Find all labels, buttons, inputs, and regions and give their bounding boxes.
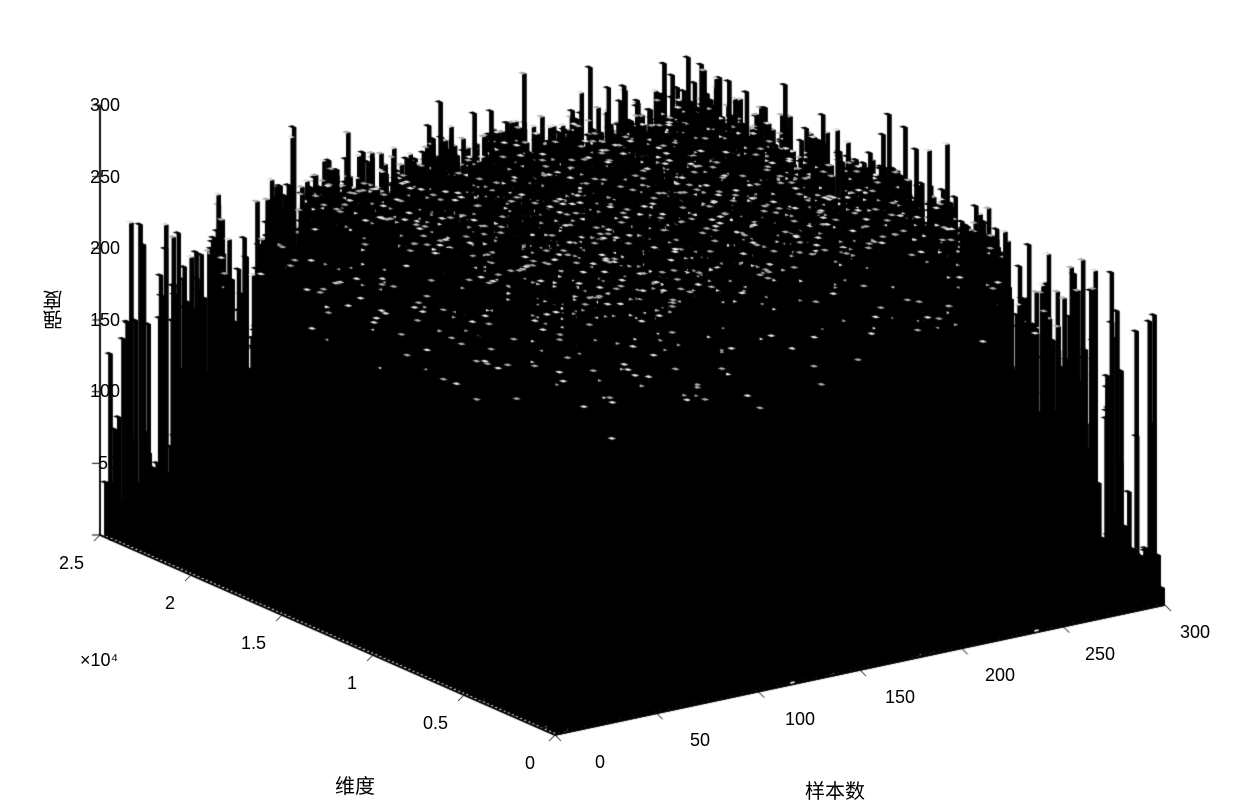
x-tick-50: 50 bbox=[690, 730, 710, 751]
x-tick-100: 100 bbox=[785, 709, 815, 730]
z-tick-150: 150 bbox=[70, 310, 120, 331]
y-tick-25: 2.5 bbox=[59, 553, 84, 574]
surface-canvas bbox=[0, 0, 1240, 810]
z-tick-50: 50 bbox=[78, 453, 118, 474]
x-tick-200: 200 bbox=[985, 665, 1015, 686]
y-tick-2: 2 bbox=[165, 593, 175, 614]
y-tick-1: 1 bbox=[347, 673, 357, 694]
chart-container: 强度 维度 ×10⁴ 样本数 0 50 100 150 200 250 300 … bbox=[0, 0, 1240, 810]
z-tick-200: 200 bbox=[70, 238, 120, 259]
y-tick-15: 1.5 bbox=[241, 633, 266, 654]
x-tick-0: 0 bbox=[595, 752, 605, 773]
x-tick-250: 250 bbox=[1085, 644, 1115, 665]
x-tick-300: 300 bbox=[1180, 622, 1210, 643]
x-axis-label: 样本数 bbox=[805, 775, 865, 804]
z-tick-0: 0 bbox=[87, 525, 117, 546]
z-tick-300: 300 bbox=[70, 95, 120, 116]
z-tick-250: 250 bbox=[70, 167, 120, 188]
y-tick-0: 0 bbox=[525, 753, 535, 774]
y-axis-multiplier: ×10⁴ bbox=[80, 650, 118, 671]
z-axis-label: 强度 bbox=[40, 290, 69, 330]
z-tick-100: 100 bbox=[70, 381, 120, 402]
x-tick-150: 150 bbox=[885, 687, 915, 708]
y-tick-05: 0.5 bbox=[423, 713, 448, 734]
y-axis-label: 维度 bbox=[335, 770, 375, 799]
